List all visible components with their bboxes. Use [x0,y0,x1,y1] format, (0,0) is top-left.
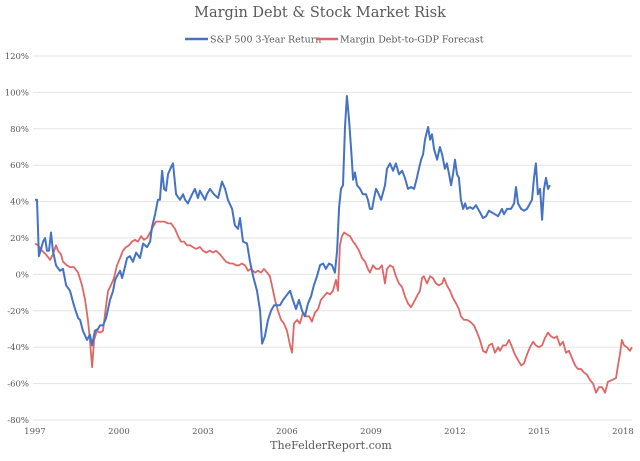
y-tick-label: -80% [7,416,29,426]
y-tick-label: -20% [7,307,29,317]
chart-title: Margin Debt & Stock Market Risk [194,5,446,21]
x-tick-label: 2006 [276,427,298,437]
legend: S&P 500 3-Year Return Margin Debt-to-GDP… [185,35,484,46]
y-tick-label: 20% [10,234,29,244]
y-tick-label: 0% [16,270,30,280]
y-tick-label: -40% [7,343,29,353]
y-tick-label: 100% [5,88,29,98]
x-tick-label: 1997 [24,427,46,437]
legend-label-margin-debt: Margin Debt-to-GDP Forecast [340,35,484,46]
series-line-margin-debt [34,220,633,394]
gridlines [33,55,632,421]
y-tick-label: 40% [10,198,29,208]
x-axis: 1997 2000 2003 2006 2009 2012 2015 2018 [24,427,634,437]
legend-label-sp500: S&P 500 3-Year Return [210,35,321,46]
source-footer: TheFelderReport.com [270,439,392,452]
series-line-sp500 [35,95,551,347]
x-tick-label: 2012 [444,427,466,437]
y-tick-label: 80% [10,125,29,135]
x-tick-label: 2018 [612,427,634,437]
y-tick-label: 60% [10,161,29,171]
x-tick-label: 2015 [528,427,550,437]
y-tick-label: -60% [7,380,29,390]
y-axis: 120% 100% 80% 60% 40% 20% 0% -20% -40% -60% -80% [5,52,29,426]
x-tick-label: 2009 [360,427,382,437]
y-tick-label: 120% [5,52,29,62]
x-tick-label: 2000 [108,427,130,437]
x-tick-label: 2003 [192,427,214,437]
series-group [34,95,633,394]
